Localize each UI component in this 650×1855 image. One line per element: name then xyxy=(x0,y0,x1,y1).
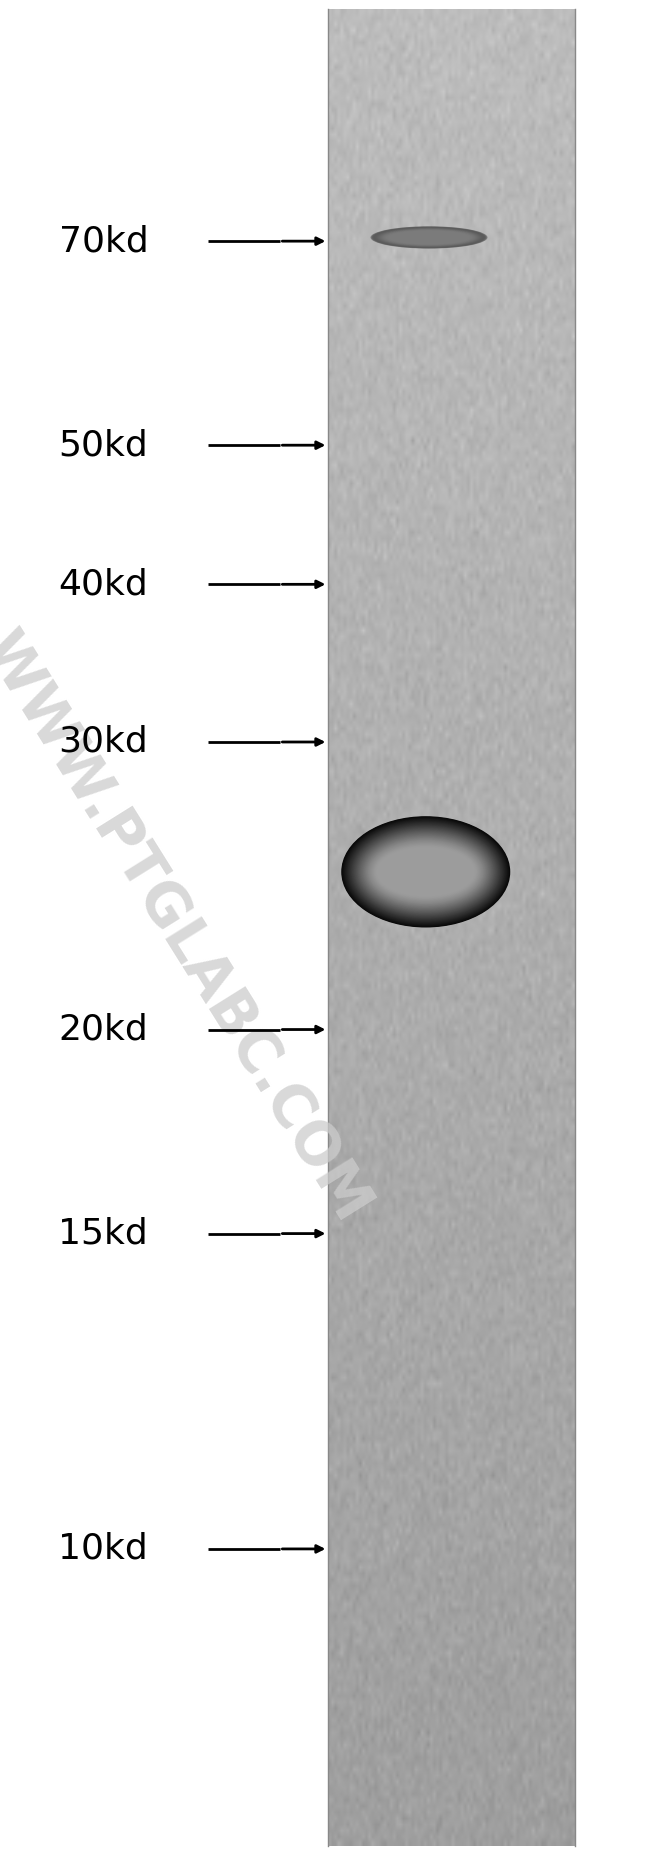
Ellipse shape xyxy=(365,837,487,907)
Ellipse shape xyxy=(383,230,475,245)
Ellipse shape xyxy=(361,835,490,909)
Ellipse shape xyxy=(372,226,486,249)
Ellipse shape xyxy=(384,230,474,245)
Ellipse shape xyxy=(385,230,473,245)
Text: 20kd: 20kd xyxy=(58,1013,148,1046)
Ellipse shape xyxy=(346,820,506,924)
Ellipse shape xyxy=(371,226,487,249)
Ellipse shape xyxy=(343,818,509,926)
Bar xyxy=(328,9,575,1846)
Ellipse shape xyxy=(375,846,476,898)
Ellipse shape xyxy=(372,842,480,902)
Ellipse shape xyxy=(349,824,502,920)
Ellipse shape xyxy=(356,829,496,915)
Ellipse shape xyxy=(378,228,480,247)
Ellipse shape xyxy=(361,833,491,911)
Ellipse shape xyxy=(376,228,482,247)
Ellipse shape xyxy=(368,840,484,903)
Ellipse shape xyxy=(344,818,507,924)
Ellipse shape xyxy=(367,838,484,905)
Ellipse shape xyxy=(351,824,500,918)
Text: 30kd: 30kd xyxy=(58,725,148,759)
Text: WWW.PTGLABC.COM: WWW.PTGLABC.COM xyxy=(0,623,381,1232)
Ellipse shape xyxy=(377,228,481,247)
Ellipse shape xyxy=(380,228,478,247)
Ellipse shape xyxy=(354,827,498,916)
Ellipse shape xyxy=(364,837,488,907)
Text: 15kd: 15kd xyxy=(58,1217,148,1250)
Text: 70kd: 70kd xyxy=(58,224,148,258)
Ellipse shape xyxy=(369,840,482,903)
Ellipse shape xyxy=(352,825,499,918)
Ellipse shape xyxy=(374,844,478,900)
Ellipse shape xyxy=(341,816,510,928)
Ellipse shape xyxy=(346,820,505,924)
Ellipse shape xyxy=(358,831,493,913)
Ellipse shape xyxy=(353,825,499,918)
Text: 40kd: 40kd xyxy=(58,568,148,601)
Ellipse shape xyxy=(357,829,495,913)
Ellipse shape xyxy=(348,822,504,922)
Ellipse shape xyxy=(348,822,503,922)
Ellipse shape xyxy=(345,820,506,924)
Ellipse shape xyxy=(352,825,500,918)
Ellipse shape xyxy=(343,818,508,926)
Ellipse shape xyxy=(373,844,478,900)
Ellipse shape xyxy=(385,230,473,245)
Ellipse shape xyxy=(354,827,497,916)
Ellipse shape xyxy=(382,228,476,247)
Ellipse shape xyxy=(347,822,504,922)
Ellipse shape xyxy=(363,835,488,907)
Ellipse shape xyxy=(365,837,486,907)
Ellipse shape xyxy=(354,827,498,916)
Ellipse shape xyxy=(350,824,502,920)
Ellipse shape xyxy=(344,818,508,926)
Ellipse shape xyxy=(359,831,493,913)
Ellipse shape xyxy=(386,230,472,245)
Text: 50kd: 50kd xyxy=(58,429,148,462)
Ellipse shape xyxy=(373,226,485,249)
Ellipse shape xyxy=(358,831,494,913)
Ellipse shape xyxy=(367,838,485,905)
Ellipse shape xyxy=(350,824,501,920)
Ellipse shape xyxy=(372,844,479,900)
Ellipse shape xyxy=(374,846,477,898)
Ellipse shape xyxy=(375,228,483,247)
Ellipse shape xyxy=(376,846,475,896)
Ellipse shape xyxy=(370,226,488,249)
Ellipse shape xyxy=(342,816,510,928)
Ellipse shape xyxy=(356,829,495,915)
Ellipse shape xyxy=(370,840,482,902)
Ellipse shape xyxy=(355,829,497,915)
Ellipse shape xyxy=(362,835,489,909)
Ellipse shape xyxy=(366,838,486,905)
Ellipse shape xyxy=(381,228,477,247)
Ellipse shape xyxy=(363,835,489,909)
Ellipse shape xyxy=(374,226,484,249)
Ellipse shape xyxy=(379,228,479,247)
Ellipse shape xyxy=(359,833,492,911)
Ellipse shape xyxy=(369,840,483,903)
Ellipse shape xyxy=(360,833,491,911)
Ellipse shape xyxy=(376,846,476,898)
Text: 10kd: 10kd xyxy=(58,1532,148,1566)
Ellipse shape xyxy=(371,842,480,902)
Ellipse shape xyxy=(370,842,481,902)
